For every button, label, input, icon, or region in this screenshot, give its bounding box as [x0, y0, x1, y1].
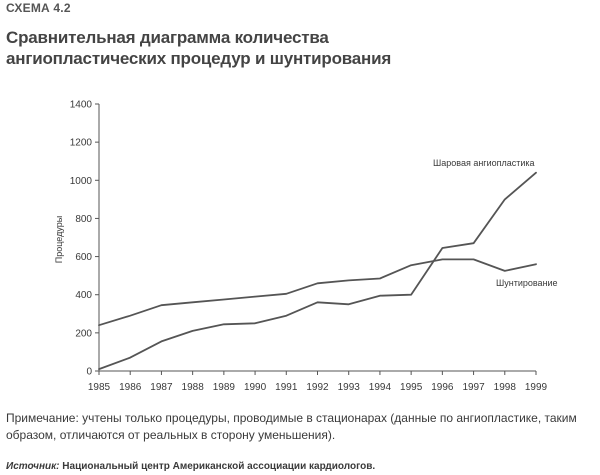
x-tick-label: 1991: [275, 382, 298, 393]
chart-title-line-1: Сравнительная диаграмма количества: [6, 28, 329, 47]
x-tick-label: 1986: [119, 382, 142, 393]
x-tick-label: 1998: [494, 382, 517, 393]
chart-title: Сравнительная диаграмма количества ангио…: [6, 27, 566, 69]
source-text: Национальный центр Американской ассоциац…: [62, 461, 376, 472]
y-tick-label: 400: [75, 290, 92, 301]
series-label-angioplasty: Шаровая ангиопластика: [433, 158, 535, 168]
y-tick-label: 800: [75, 214, 92, 225]
source-line: Источник: Национальный центр Американско…: [6, 461, 375, 472]
x-tick-label: 1995: [400, 382, 423, 393]
x-tick-label: 1994: [369, 382, 392, 393]
y-tick-label: 0: [86, 367, 92, 378]
x-tick-label: 1987: [150, 382, 173, 393]
chart-title-line-2: ангиопластических процедур и шунтировани…: [6, 49, 392, 68]
y-tick-label: 1400: [70, 100, 93, 111]
y-tick-label: 600: [75, 252, 92, 263]
scheme-label: СХЕМА 4.2: [6, 1, 71, 15]
source-label: Источник:: [6, 461, 60, 472]
y-axis-title: Процедуры: [54, 216, 64, 263]
chart-labels: Шаровая ангиопластика Шунтирование: [433, 158, 558, 288]
x-tick-label: 1999: [525, 382, 548, 393]
y-tick-label: 1200: [70, 138, 93, 149]
chart-axes: 0 200 400 600 800 1000 1200 1400 1985 1986 1987 198…: [54, 100, 548, 394]
series-line-2: [98, 258, 537, 327]
x-tick-label: 1992: [306, 382, 329, 393]
chart-lines: [98, 171, 537, 371]
x-tick-label: 1993: [338, 382, 361, 393]
x-tick-label: 1990: [244, 382, 267, 393]
x-tick-label: 1997: [462, 382, 485, 393]
line-chart: 0 200 400 600 800 1000 1200 1400 1985 1986 1987 198…: [54, 100, 558, 394]
y-tick-label: 1000: [70, 176, 93, 187]
series-line-1: [98, 171, 537, 371]
x-tick-label: 1988: [182, 382, 205, 393]
series-label-bypass: Шунтирование: [496, 278, 558, 288]
x-tick-label: 1989: [213, 382, 236, 393]
chart-footnote: Примечание: учтены только процедуры, про…: [6, 411, 577, 442]
y-tick-label: 200: [75, 328, 92, 339]
x-tick-label: 1996: [431, 382, 454, 393]
x-tick-label: 1985: [88, 382, 111, 393]
